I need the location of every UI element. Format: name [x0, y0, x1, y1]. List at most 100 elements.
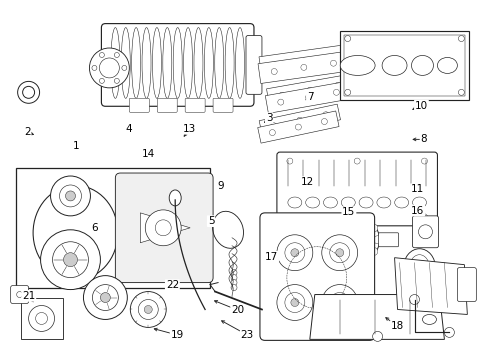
Ellipse shape [381, 55, 406, 75]
Circle shape [286, 214, 292, 220]
Circle shape [286, 158, 292, 164]
Circle shape [329, 292, 349, 312]
Circle shape [138, 300, 158, 320]
Circle shape [23, 86, 34, 98]
Text: 13: 13 [182, 124, 196, 134]
Text: 21: 21 [22, 291, 35, 301]
Circle shape [92, 285, 118, 311]
Text: 8: 8 [420, 134, 426, 144]
Polygon shape [257, 51, 349, 84]
Ellipse shape [169, 190, 181, 206]
Circle shape [63, 253, 77, 267]
FancyBboxPatch shape [412, 216, 438, 248]
FancyBboxPatch shape [157, 98, 177, 112]
Circle shape [100, 292, 110, 302]
Circle shape [344, 89, 350, 95]
Circle shape [99, 58, 119, 78]
Text: 16: 16 [410, 206, 424, 216]
FancyBboxPatch shape [101, 24, 254, 106]
Circle shape [308, 268, 315, 275]
Text: 15: 15 [342, 207, 355, 217]
Circle shape [349, 232, 365, 248]
FancyBboxPatch shape [245, 36, 261, 94]
FancyBboxPatch shape [11, 286, 29, 303]
Circle shape [305, 94, 311, 100]
Text: 12: 12 [301, 177, 314, 187]
Text: 6: 6 [91, 223, 98, 233]
Text: 7: 7 [306, 92, 313, 102]
Circle shape [16, 292, 23, 297]
FancyBboxPatch shape [185, 98, 205, 112]
Text: 2: 2 [24, 127, 30, 137]
Circle shape [295, 124, 301, 130]
Polygon shape [258, 44, 350, 76]
Circle shape [321, 119, 327, 125]
Circle shape [337, 247, 345, 256]
Bar [339, 31, 469, 100]
Text: 23: 23 [240, 330, 254, 340]
Circle shape [418, 225, 432, 239]
Text: 20: 20 [230, 305, 244, 315]
Circle shape [271, 69, 277, 75]
Text: 5: 5 [207, 216, 214, 226]
Circle shape [272, 62, 278, 67]
Circle shape [329, 243, 349, 263]
Ellipse shape [412, 197, 425, 208]
Circle shape [347, 255, 355, 263]
Circle shape [353, 158, 360, 164]
Circle shape [373, 236, 381, 244]
Ellipse shape [341, 197, 354, 208]
Circle shape [421, 158, 426, 164]
Ellipse shape [358, 197, 372, 208]
Circle shape [121, 65, 127, 70]
Circle shape [457, 36, 463, 41]
Circle shape [276, 285, 312, 321]
Polygon shape [140, 213, 190, 243]
Circle shape [145, 210, 181, 246]
Circle shape [284, 243, 304, 263]
Circle shape [296, 117, 302, 123]
Polygon shape [266, 74, 352, 106]
Circle shape [290, 298, 298, 307]
Circle shape [65, 191, 76, 201]
Ellipse shape [376, 197, 390, 208]
Text: 11: 11 [410, 184, 424, 194]
Circle shape [306, 87, 312, 93]
Circle shape [41, 230, 100, 290]
Text: 14: 14 [141, 149, 154, 159]
Ellipse shape [305, 197, 319, 208]
Circle shape [230, 270, 237, 276]
Circle shape [369, 247, 377, 256]
Circle shape [276, 235, 312, 271]
Circle shape [347, 217, 355, 225]
Circle shape [83, 276, 127, 320]
Ellipse shape [422, 315, 436, 325]
Circle shape [269, 130, 275, 136]
Circle shape [443, 327, 454, 337]
Circle shape [277, 99, 283, 105]
Circle shape [353, 214, 360, 220]
Circle shape [354, 237, 360, 243]
Bar [15, 168, 210, 288]
Circle shape [17, 81, 40, 103]
Circle shape [322, 112, 328, 118]
Circle shape [408, 295, 419, 305]
Circle shape [278, 92, 285, 98]
Circle shape [300, 64, 306, 70]
Text: 19: 19 [170, 330, 183, 340]
Circle shape [60, 185, 81, 207]
Text: 17: 17 [264, 252, 277, 262]
Circle shape [35, 312, 47, 325]
Circle shape [114, 52, 119, 57]
Circle shape [421, 214, 426, 220]
Circle shape [335, 249, 343, 257]
FancyBboxPatch shape [276, 152, 437, 226]
Circle shape [304, 265, 318, 278]
Circle shape [330, 60, 336, 66]
Circle shape [99, 52, 104, 57]
Circle shape [50, 176, 90, 216]
Ellipse shape [403, 249, 435, 287]
Circle shape [230, 275, 237, 281]
Circle shape [335, 218, 379, 262]
Circle shape [457, 89, 463, 95]
